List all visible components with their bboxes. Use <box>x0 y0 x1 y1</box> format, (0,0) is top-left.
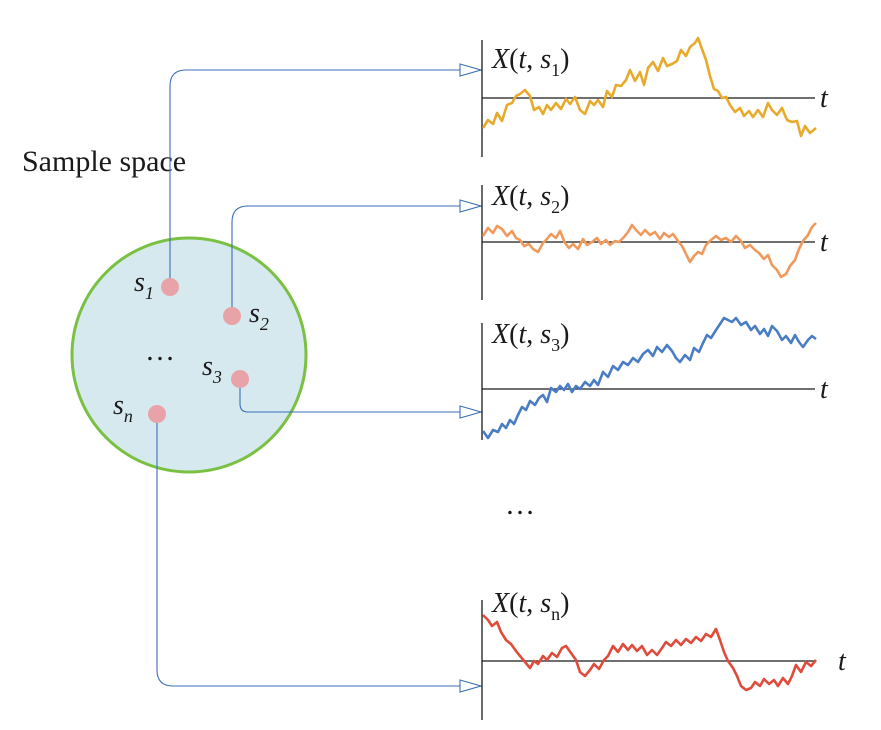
plot-sn-axis-label: t <box>838 646 847 677</box>
plot-s3-label: X(t, s3) <box>491 319 569 355</box>
plot-s2-axis-label: t <box>820 227 829 258</box>
connector-sn <box>156 414 460 687</box>
plot-s3-trace <box>481 316 817 440</box>
arrowhead-s2 <box>459 199 484 213</box>
label-sn: sn <box>113 390 133 426</box>
sample-space-circle <box>70 236 308 474</box>
plots-ellipsis: … <box>505 488 535 521</box>
plot-sn-label: X(t, sn) <box>491 588 569 624</box>
plot-s3-axis-label: t <box>820 374 829 405</box>
connector-s1 <box>169 69 460 287</box>
sample-point-s2 <box>223 307 241 325</box>
connectors <box>156 63 484 693</box>
sample-point-sn <box>148 405 166 423</box>
label-s2: s2 <box>249 298 269 334</box>
arrowhead-s3 <box>459 405 484 419</box>
label-s3: s3 <box>202 351 222 387</box>
plot-s3: X(t, s3) t <box>481 316 829 440</box>
label-s1: s1 <box>134 267 154 303</box>
plot-s1-trace <box>481 36 817 138</box>
sample-point-s1 <box>161 278 179 296</box>
connector-s2 <box>231 205 460 316</box>
sample-space-title: Sample space <box>22 145 186 178</box>
plot-s1-axis-label: t <box>820 83 829 114</box>
plot-sn-trace <box>482 614 817 692</box>
plot-sn: X(t, sn) t <box>481 588 847 720</box>
plot-s1: X(t, s1) t <box>481 36 829 157</box>
connector-s3 <box>239 379 460 413</box>
plot-s2-label: X(t, s2) <box>491 181 569 217</box>
sample-space-ellipsis: … <box>145 334 175 367</box>
sample-point-s3 <box>231 370 249 388</box>
plot-s1-label: X(t, s1) <box>491 44 569 80</box>
sample-points <box>148 278 249 423</box>
plot-s2-trace <box>481 222 817 279</box>
plot-s2: X(t, s2) t <box>481 181 829 300</box>
arrowhead-s1 <box>459 63 484 77</box>
arrowhead-sn <box>459 679 484 693</box>
